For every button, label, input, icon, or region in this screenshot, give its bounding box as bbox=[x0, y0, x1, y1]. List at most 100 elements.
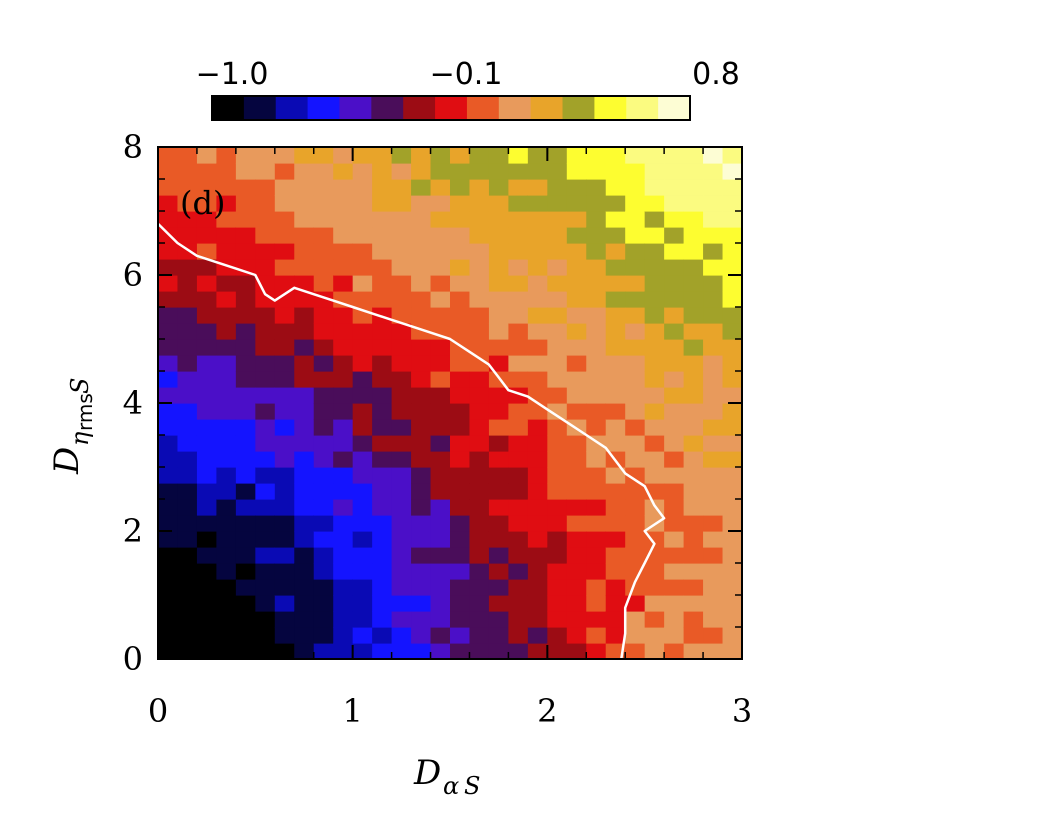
field-cell bbox=[722, 627, 742, 644]
field-cell bbox=[352, 195, 373, 212]
field-cell bbox=[352, 179, 373, 196]
field-cell bbox=[566, 435, 587, 452]
field-cell bbox=[547, 627, 568, 644]
field-cell bbox=[469, 483, 490, 500]
field-cell bbox=[313, 563, 334, 580]
colorbar bbox=[211, 95, 691, 121]
field-cell bbox=[644, 179, 665, 196]
field-cell bbox=[333, 243, 354, 260]
field-cell bbox=[313, 483, 334, 500]
field-cell bbox=[274, 163, 295, 180]
field-cell bbox=[527, 595, 548, 612]
field-cell bbox=[469, 467, 490, 484]
field-cell bbox=[216, 547, 237, 564]
field-cell bbox=[722, 147, 742, 164]
field-cell bbox=[411, 387, 432, 404]
field-cell bbox=[158, 163, 179, 180]
field-cell bbox=[566, 179, 587, 196]
field-cell bbox=[274, 579, 295, 596]
field-cell bbox=[235, 323, 256, 340]
field-cell bbox=[352, 531, 373, 548]
field-cell bbox=[469, 643, 490, 659]
field-cell bbox=[508, 611, 529, 628]
field-cell bbox=[430, 643, 451, 659]
field-cell bbox=[391, 595, 412, 612]
field-cell bbox=[294, 387, 315, 404]
field-cell bbox=[625, 387, 646, 404]
field-cell bbox=[333, 579, 354, 596]
field-cell bbox=[683, 627, 704, 644]
field-cell bbox=[566, 579, 587, 596]
field-cell bbox=[430, 403, 451, 420]
field-cell bbox=[664, 275, 685, 292]
field-cell bbox=[605, 611, 626, 628]
field-cell bbox=[216, 563, 237, 580]
y-tick-label: 0 bbox=[123, 640, 143, 678]
field-cell bbox=[664, 179, 685, 196]
field-cell bbox=[469, 547, 490, 564]
field-cell bbox=[196, 611, 217, 628]
field-cell bbox=[158, 595, 179, 612]
field-cell bbox=[177, 291, 198, 308]
colorbar-swatch bbox=[275, 96, 309, 120]
field-cell bbox=[333, 275, 354, 292]
field-cell bbox=[255, 355, 276, 372]
field-cell bbox=[644, 419, 665, 436]
field-cell bbox=[508, 307, 529, 324]
field-cell bbox=[566, 563, 587, 580]
field-cell bbox=[527, 387, 548, 404]
x-axis-label-sub: α bbox=[443, 772, 459, 800]
field-cell bbox=[605, 291, 626, 308]
field-cell bbox=[274, 595, 295, 612]
field-cell bbox=[158, 531, 179, 548]
field-cell bbox=[294, 147, 315, 164]
field-cell bbox=[488, 627, 509, 644]
field-cell bbox=[703, 275, 724, 292]
field-cell bbox=[703, 563, 724, 580]
field-cell bbox=[683, 291, 704, 308]
field-cell bbox=[586, 147, 607, 164]
field-cell bbox=[352, 243, 373, 260]
field-cell bbox=[294, 211, 315, 228]
field-cell bbox=[722, 451, 742, 468]
field-cell bbox=[683, 387, 704, 404]
field-cell bbox=[235, 483, 256, 500]
field-cell bbox=[196, 387, 217, 404]
field-cell bbox=[703, 435, 724, 452]
field-cell bbox=[450, 483, 471, 500]
field-cell bbox=[294, 643, 315, 659]
field-cell bbox=[527, 435, 548, 452]
field-cell bbox=[488, 403, 509, 420]
field-cell bbox=[625, 627, 646, 644]
field-cell bbox=[255, 291, 276, 308]
field-cell bbox=[391, 355, 412, 372]
field-cell bbox=[605, 259, 626, 276]
field-cell bbox=[391, 499, 412, 516]
field-cell bbox=[450, 259, 471, 276]
field-cell bbox=[644, 355, 665, 372]
field-cell bbox=[313, 627, 334, 644]
field-cell bbox=[196, 339, 217, 356]
field-cell bbox=[450, 147, 471, 164]
field-cell bbox=[488, 467, 509, 484]
field-cell bbox=[274, 403, 295, 420]
field-cell bbox=[274, 259, 295, 276]
field-cell bbox=[664, 515, 685, 532]
field-cell bbox=[294, 419, 315, 436]
field-cell bbox=[450, 211, 471, 228]
field-cell bbox=[352, 451, 373, 468]
field-cell bbox=[235, 579, 256, 596]
field-cell bbox=[703, 515, 724, 532]
field-cell bbox=[664, 195, 685, 212]
field-cell bbox=[294, 435, 315, 452]
field-cell bbox=[216, 323, 237, 340]
field-cell bbox=[488, 339, 509, 356]
field-cell bbox=[216, 595, 237, 612]
field-cell bbox=[547, 563, 568, 580]
field-cell bbox=[352, 419, 373, 436]
field-cell bbox=[255, 179, 276, 196]
field-cell bbox=[566, 291, 587, 308]
field-cell bbox=[235, 611, 256, 628]
field-cell bbox=[158, 419, 179, 436]
field-cell bbox=[372, 339, 393, 356]
